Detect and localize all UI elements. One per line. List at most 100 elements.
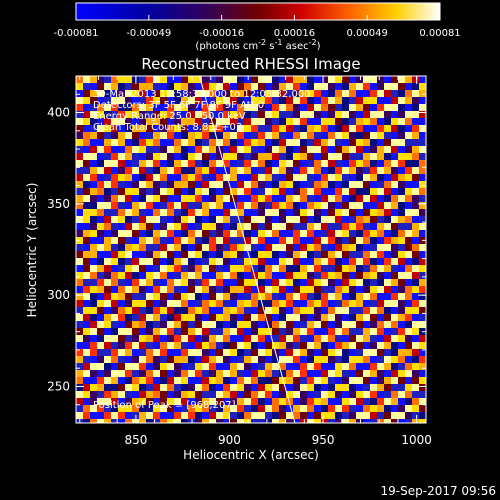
heatmap-cell <box>132 146 139 153</box>
x-tick-label: 1000 <box>401 433 432 447</box>
heatmap-cell <box>314 293 321 300</box>
heatmap-cell <box>272 153 279 160</box>
heatmap-cell <box>111 244 118 251</box>
heatmap-cell <box>181 286 188 293</box>
heatmap-cell <box>307 90 314 97</box>
heatmap-cell <box>293 202 300 209</box>
heatmap-cell <box>202 405 209 412</box>
heatmap-cell <box>97 146 104 153</box>
heatmap-cell <box>181 391 188 398</box>
heatmap-cell <box>167 412 174 419</box>
heatmap-cell <box>181 377 188 384</box>
heatmap-cell <box>356 342 363 349</box>
heatmap-cell <box>398 321 405 328</box>
heatmap-cell <box>300 405 307 412</box>
heatmap-cell <box>279 272 286 279</box>
heatmap-cell <box>237 307 244 314</box>
heatmap-cell <box>139 321 146 328</box>
heatmap-cell <box>181 111 188 118</box>
heatmap-cell <box>412 356 419 363</box>
heatmap-cell <box>356 174 363 181</box>
heatmap-cell <box>209 419 216 423</box>
heatmap-cell <box>356 76 363 83</box>
heatmap-cell <box>209 195 216 202</box>
heatmap-cell <box>125 258 132 265</box>
heatmap-cell <box>104 412 111 419</box>
heatmap-cell <box>153 146 160 153</box>
heatmap-cell <box>97 398 104 405</box>
heatmap-cell <box>377 419 384 423</box>
heatmap-cell <box>90 363 97 370</box>
heatmap-cell <box>202 349 209 356</box>
heatmap-cell <box>356 286 363 293</box>
heatmap-cell <box>251 321 258 328</box>
heatmap-cell <box>167 307 174 314</box>
heatmap-cell <box>377 370 384 377</box>
heatmap-cell <box>265 195 272 202</box>
chart-title: Reconstructed RHESSI Image <box>141 55 360 73</box>
heatmap-cell <box>328 237 335 244</box>
x-tick-label: 850 <box>124 433 147 447</box>
heatmap-cell <box>202 97 209 104</box>
heatmap-cell <box>111 356 118 363</box>
heatmap-cell <box>202 104 209 111</box>
heatmap-cell <box>321 335 328 342</box>
heatmap-cell <box>300 160 307 167</box>
heatmap-cell <box>300 230 307 237</box>
heatmap-cell <box>125 279 132 286</box>
heatmap-cell <box>286 195 293 202</box>
heatmap-cell <box>363 160 370 167</box>
heatmap-cell <box>118 335 125 342</box>
heatmap-cell <box>384 314 391 321</box>
heatmap-cell <box>104 356 111 363</box>
heatmap-cell <box>398 356 405 363</box>
heatmap-cell <box>244 370 251 377</box>
heatmap-cell <box>279 265 286 272</box>
heatmap-cell <box>279 419 286 423</box>
heatmap-cell <box>321 146 328 153</box>
heatmap-cell <box>160 76 167 83</box>
heatmap-cell <box>307 202 314 209</box>
heatmap-cell <box>160 83 167 90</box>
heatmap-cell <box>363 139 370 146</box>
heatmap-cell <box>314 202 321 209</box>
heatmap-cell <box>181 335 188 342</box>
heatmap-cell <box>384 76 391 83</box>
heatmap-cell <box>384 167 391 174</box>
heatmap-cell <box>181 202 188 209</box>
heatmap-cell <box>188 384 195 391</box>
heatmap-cell <box>230 104 237 111</box>
heatmap-cell <box>335 258 342 265</box>
heatmap-cell <box>335 83 342 90</box>
heatmap-cell <box>174 153 181 160</box>
heatmap-cell <box>244 153 251 160</box>
heatmap-cell <box>90 202 97 209</box>
heatmap-cell <box>314 384 321 391</box>
heatmap-cell <box>349 335 356 342</box>
heatmap-cell <box>391 314 398 321</box>
heatmap-cell <box>202 293 209 300</box>
heatmap-cell <box>237 188 244 195</box>
heatmap-cell <box>125 244 132 251</box>
heatmap-cell <box>153 279 160 286</box>
heatmap-cell <box>412 244 419 251</box>
heatmap-cell <box>272 125 279 132</box>
heatmap-cell <box>160 335 167 342</box>
heatmap-cell <box>335 384 342 391</box>
heatmap-cell <box>363 188 370 195</box>
heatmap-cell <box>377 293 384 300</box>
heatmap-cell <box>209 160 216 167</box>
heatmap-cell <box>384 118 391 125</box>
heatmap-cell <box>223 167 230 174</box>
heatmap-cell <box>272 209 279 216</box>
heatmap-cell <box>125 370 132 377</box>
heatmap-cell <box>321 202 328 209</box>
heatmap-cell <box>111 216 118 223</box>
heatmap-cell <box>132 335 139 342</box>
heatmap-cell <box>216 195 223 202</box>
heatmap-cell <box>300 342 307 349</box>
heatmap-cell <box>300 335 307 342</box>
heatmap-cell <box>258 293 265 300</box>
heatmap-cell <box>111 97 118 104</box>
heatmap-cell <box>293 174 300 181</box>
